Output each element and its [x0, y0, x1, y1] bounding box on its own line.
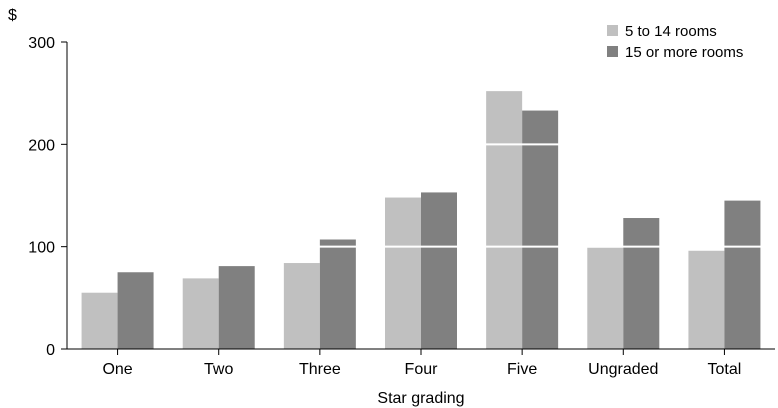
bar-five-large — [522, 110, 559, 350]
x-tick-label: One — [102, 361, 132, 378]
legend-swatch — [607, 46, 618, 57]
y-tick-label: 0 — [46, 342, 55, 359]
bar-two-large — [218, 266, 255, 349]
x-tick-label: Five — [507, 361, 537, 378]
bar-five-small — [486, 91, 523, 350]
legend: 5 to 14 rooms 15 or more rooms — [607, 23, 743, 61]
bar-three-small — [283, 263, 320, 349]
y-tick-label: 200 — [28, 137, 55, 154]
legend-swatch — [607, 25, 618, 36]
y-axis-label: $ — [8, 7, 17, 24]
bar-one-large — [117, 272, 154, 349]
bar-four-small — [385, 197, 421, 349]
bar-ungraded-large — [623, 218, 660, 349]
bar-three-large — [319, 239, 356, 349]
gridlines — [68, 143, 775, 248]
x-axis-label: Star grading — [377, 390, 464, 407]
x-tick-label: Total — [708, 361, 742, 378]
x-ticks: One Two Three Four Five Ungraded Total — [102, 349, 741, 378]
bar-total-large — [724, 200, 761, 349]
legend-label: 5 to 14 rooms — [625, 23, 717, 40]
y-tick-label: 300 — [28, 35, 55, 52]
bar-total-small — [688, 250, 725, 349]
x-tick-label: Ungraded — [588, 361, 658, 378]
y-tick-label: 100 — [28, 240, 55, 257]
x-tick-label: Three — [299, 361, 341, 378]
bars — [81, 91, 761, 350]
bar-one-small — [81, 292, 118, 349]
x-tick-label: Four — [405, 361, 439, 378]
x-tick-label: Two — [204, 361, 233, 378]
y-ticks: 0 100 200 300 — [28, 35, 67, 359]
bar-ungraded-small — [587, 247, 624, 349]
bar-four-large — [421, 192, 457, 349]
legend-label: 15 or more rooms — [625, 44, 743, 61]
bar-two-small — [182, 278, 219, 349]
